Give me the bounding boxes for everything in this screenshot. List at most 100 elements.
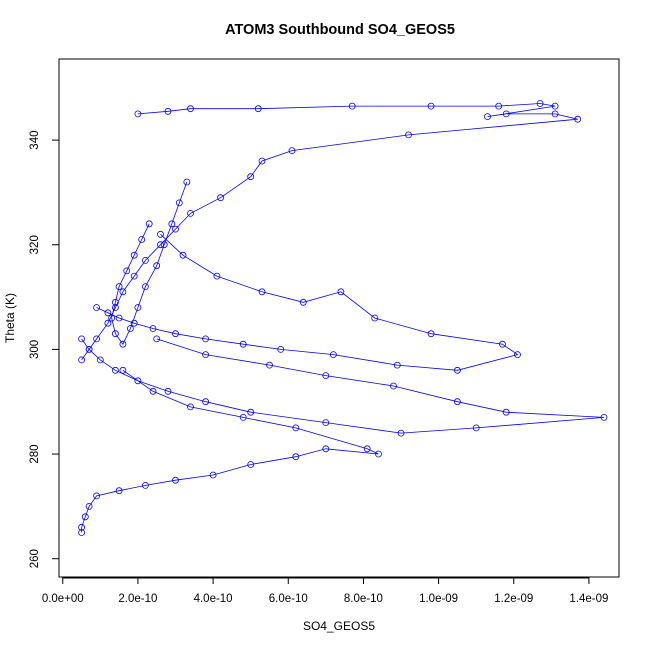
data-point: [453, 398, 461, 406]
data-point: [141, 481, 149, 489]
series-profile-core: [108, 178, 191, 348]
data-point: [112, 304, 119, 311]
data-point: [292, 453, 300, 461]
data-point: [348, 102, 356, 110]
data-point: [149, 387, 157, 395]
data-point: [85, 345, 93, 353]
data-point: [495, 102, 503, 110]
data-point: [119, 340, 127, 348]
x-tick-label: 6.0e-10: [269, 593, 308, 605]
x-axis: 0.0e+00 2.0e-10 4.0e-10 6.0e-10 8.0e-10 1.0e-…: [42, 577, 608, 605]
data-point: [157, 230, 164, 238]
data-point: [78, 523, 85, 531]
data-point: [258, 157, 266, 165]
x-tick-label: 2.0e-10: [118, 593, 157, 605]
x-tick-label: 8.0e-10: [344, 593, 383, 605]
data-point: [187, 209, 194, 217]
data-point: [164, 387, 172, 395]
data-point: [138, 236, 146, 243]
data-point: [108, 314, 115, 322]
data-point: [78, 529, 85, 536]
data-point: [141, 283, 149, 291]
series-line: [96, 234, 519, 371]
data-point: [126, 325, 134, 332]
data-point: [134, 110, 142, 118]
data-point: [187, 105, 194, 113]
data-point: [258, 288, 266, 296]
data-point: [112, 366, 119, 374]
data-point: [187, 403, 194, 411]
data-point: [266, 361, 273, 369]
chart-title: ATOM3 Southbound SO4_GEOS5: [225, 22, 455, 38]
x-axis-title: SO4_GEOS5: [303, 619, 375, 633]
data-point: [93, 492, 100, 500]
data-point: [484, 113, 491, 120]
series-line: [111, 181, 188, 345]
data-point: [157, 241, 164, 249]
data-point: [119, 288, 127, 296]
data-point: [104, 319, 112, 327]
data-point: [213, 272, 221, 280]
data-point: [93, 304, 100, 311]
data-point: [499, 340, 506, 348]
y-axis: 260 280 300 320 340: [29, 131, 60, 568]
series-line: [81, 369, 379, 533]
data-point: [172, 476, 179, 484]
data-point: [502, 110, 510, 118]
data-point: [134, 377, 142, 385]
data-point: [322, 419, 330, 427]
data-point: [141, 256, 149, 264]
data-point: [397, 429, 405, 437]
data-point: [168, 220, 176, 228]
data-point: [209, 471, 217, 479]
series-descent-3: [78, 335, 608, 437]
data-point: [175, 199, 183, 207]
x-tick-label: 4.0e-10: [194, 593, 233, 605]
data-point: [85, 502, 93, 510]
data-point: [427, 102, 435, 110]
data-point: [115, 487, 123, 495]
data-point: [202, 398, 210, 406]
data-point: [574, 115, 582, 123]
data-point: [247, 173, 255, 181]
data-point: [337, 288, 345, 296]
data-point: [427, 330, 435, 338]
data-point: [247, 461, 255, 468]
data-point: [115, 314, 123, 322]
plot-frame: [58, 58, 620, 578]
data-point: [78, 335, 85, 343]
data-point: [288, 147, 296, 155]
data-point: [153, 262, 161, 270]
data-point: [112, 298, 119, 306]
data-point: [202, 351, 210, 359]
data-point: [81, 513, 89, 521]
x-tick-label: 1.4e-09: [569, 593, 608, 605]
data-point: [239, 340, 247, 348]
data-point: [112, 330, 119, 338]
data-point: [134, 304, 142, 311]
data-point: [164, 107, 172, 115]
data-point: [78, 356, 85, 364]
x-tick-label: 1.2e-09: [494, 593, 533, 605]
data-point: [115, 283, 123, 291]
y-tick-label: 340: [29, 131, 41, 150]
data-point: [130, 319, 138, 327]
data-point: [277, 345, 285, 353]
y-tick-label: 280: [29, 444, 41, 463]
y-tick-label: 300: [29, 340, 41, 359]
data-point: [172, 225, 179, 233]
data-point: [104, 309, 112, 317]
data-point: [160, 241, 168, 249]
data-point: [130, 251, 138, 259]
data-point: [322, 445, 330, 453]
y-tick-label: 260: [29, 549, 41, 568]
x-tick-label: 1.0e-09: [419, 593, 458, 605]
data-point: [119, 366, 127, 374]
data-point: [247, 408, 255, 416]
data-point: [149, 325, 157, 332]
data-point: [551, 102, 559, 110]
data-point: [371, 314, 379, 322]
data-point: [202, 335, 210, 343]
data-point: [96, 356, 104, 364]
